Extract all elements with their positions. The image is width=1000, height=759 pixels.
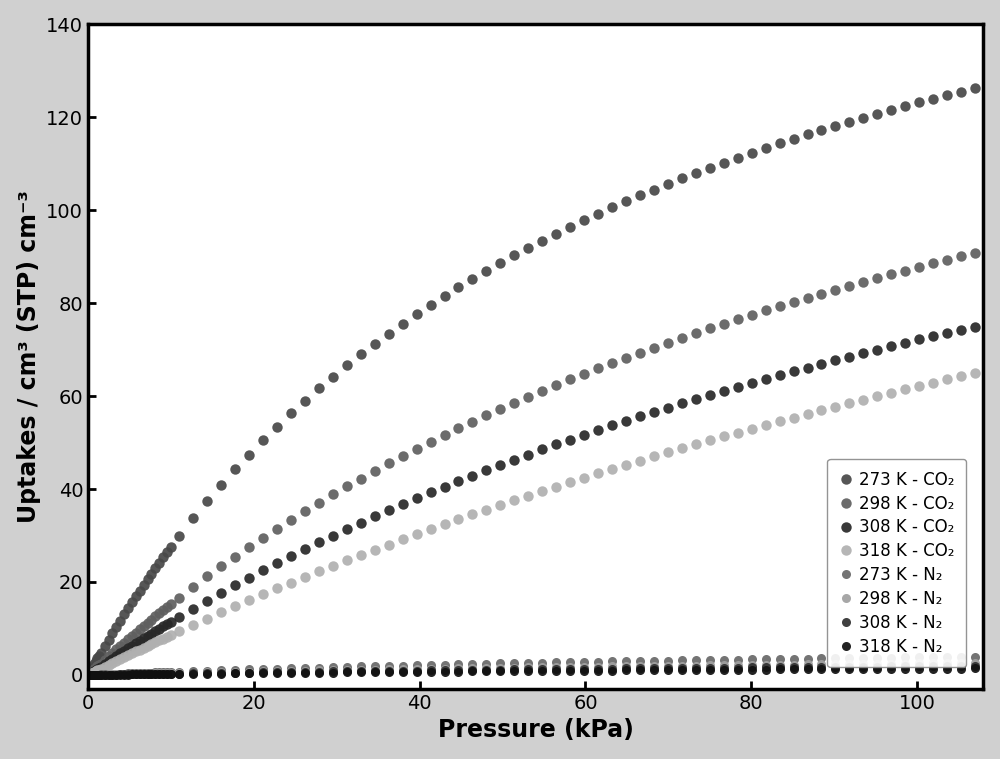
298 K - CO₂ (91, 662, 103, 671)
308 K - CO₂ (383, 505, 395, 515)
318 K - N₂ (746, 665, 758, 674)
273 K - N₂ (91, 670, 103, 679)
273 K - N₂ (327, 663, 339, 672)
308 K - CO₂ (690, 395, 702, 404)
308 K - CO₂ (746, 378, 758, 387)
273 K - CO₂ (84, 667, 96, 676)
308 K - CO₂ (91, 664, 103, 673)
318 K - N₂ (969, 664, 981, 673)
318 K - CO₂ (91, 666, 103, 675)
318 K - CO₂ (969, 368, 981, 377)
308 K - CO₂ (969, 322, 981, 331)
Line: 308 K - N₂: 308 K - N₂ (85, 661, 980, 679)
273 K - CO₂ (383, 329, 395, 339)
X-axis label: Pressure (kPa): Pressure (kPa) (438, 718, 634, 742)
298 K - CO₂ (84, 669, 96, 678)
273 K - N₂ (84, 670, 96, 679)
298 K - N₂ (91, 670, 103, 679)
273 K - CO₂ (690, 168, 702, 178)
273 K - CO₂ (746, 148, 758, 157)
298 K - N₂ (327, 666, 339, 675)
298 K - N₂ (969, 659, 981, 668)
308 K - N₂ (383, 666, 395, 676)
308 K - N₂ (84, 670, 96, 679)
273 K - CO₂ (327, 372, 339, 381)
273 K - CO₂ (969, 83, 981, 93)
298 K - N₂ (383, 665, 395, 674)
298 K - N₂ (84, 670, 96, 679)
318 K - N₂ (91, 670, 103, 679)
Line: 273 K - CO₂: 273 K - CO₂ (85, 83, 980, 677)
273 K - N₂ (690, 656, 702, 665)
298 K - N₂ (690, 661, 702, 670)
298 K - CO₂ (690, 329, 702, 338)
318 K - N₂ (327, 668, 339, 677)
308 K - N₂ (85, 670, 97, 679)
308 K - CO₂ (84, 669, 96, 679)
273 K - N₂ (746, 655, 758, 664)
308 K - N₂ (327, 667, 339, 676)
308 K - N₂ (690, 663, 702, 672)
Line: 298 K - N₂: 298 K - N₂ (85, 659, 980, 679)
298 K - N₂ (746, 660, 758, 669)
318 K - N₂ (383, 668, 395, 677)
273 K - N₂ (969, 652, 981, 661)
308 K - N₂ (746, 663, 758, 672)
318 K - CO₂ (690, 439, 702, 449)
308 K - CO₂ (327, 531, 339, 540)
Legend: 273 K - CO₂, 298 K - CO₂, 308 K - CO₂, 318 K - CO₂, 273 K - N₂, 298 K - N₂, 308 : 273 K - CO₂, 298 K - CO₂, 308 K - CO₂, 3… (827, 459, 966, 667)
298 K - N₂ (85, 670, 97, 679)
298 K - CO₂ (969, 248, 981, 257)
308 K - CO₂ (85, 668, 97, 677)
273 K - CO₂ (91, 654, 103, 663)
298 K - CO₂ (746, 310, 758, 320)
298 K - CO₂ (85, 667, 97, 676)
308 K - N₂ (969, 661, 981, 670)
298 K - CO₂ (327, 490, 339, 499)
318 K - CO₂ (84, 669, 96, 679)
Line: 298 K - CO₂: 298 K - CO₂ (85, 248, 980, 679)
273 K - CO₂ (85, 665, 97, 674)
318 K - N₂ (690, 666, 702, 675)
298 K - CO₂ (383, 458, 395, 468)
Line: 318 K - N₂: 318 K - N₂ (85, 664, 980, 679)
318 K - CO₂ (383, 540, 395, 549)
308 K - N₂ (91, 670, 103, 679)
318 K - N₂ (85, 670, 97, 679)
318 K - CO₂ (746, 424, 758, 433)
273 K - N₂ (383, 661, 395, 670)
318 K - N₂ (84, 670, 96, 679)
Y-axis label: Uptakes / cm³ (STP) cm⁻³: Uptakes / cm³ (STP) cm⁻³ (17, 191, 41, 523)
318 K - CO₂ (85, 669, 97, 678)
Line: 308 K - CO₂: 308 K - CO₂ (85, 321, 980, 679)
273 K - N₂ (85, 670, 97, 679)
Line: 273 K - N₂: 273 K - N₂ (85, 652, 980, 679)
318 K - CO₂ (327, 562, 339, 571)
Line: 318 K - CO₂: 318 K - CO₂ (85, 367, 980, 679)
